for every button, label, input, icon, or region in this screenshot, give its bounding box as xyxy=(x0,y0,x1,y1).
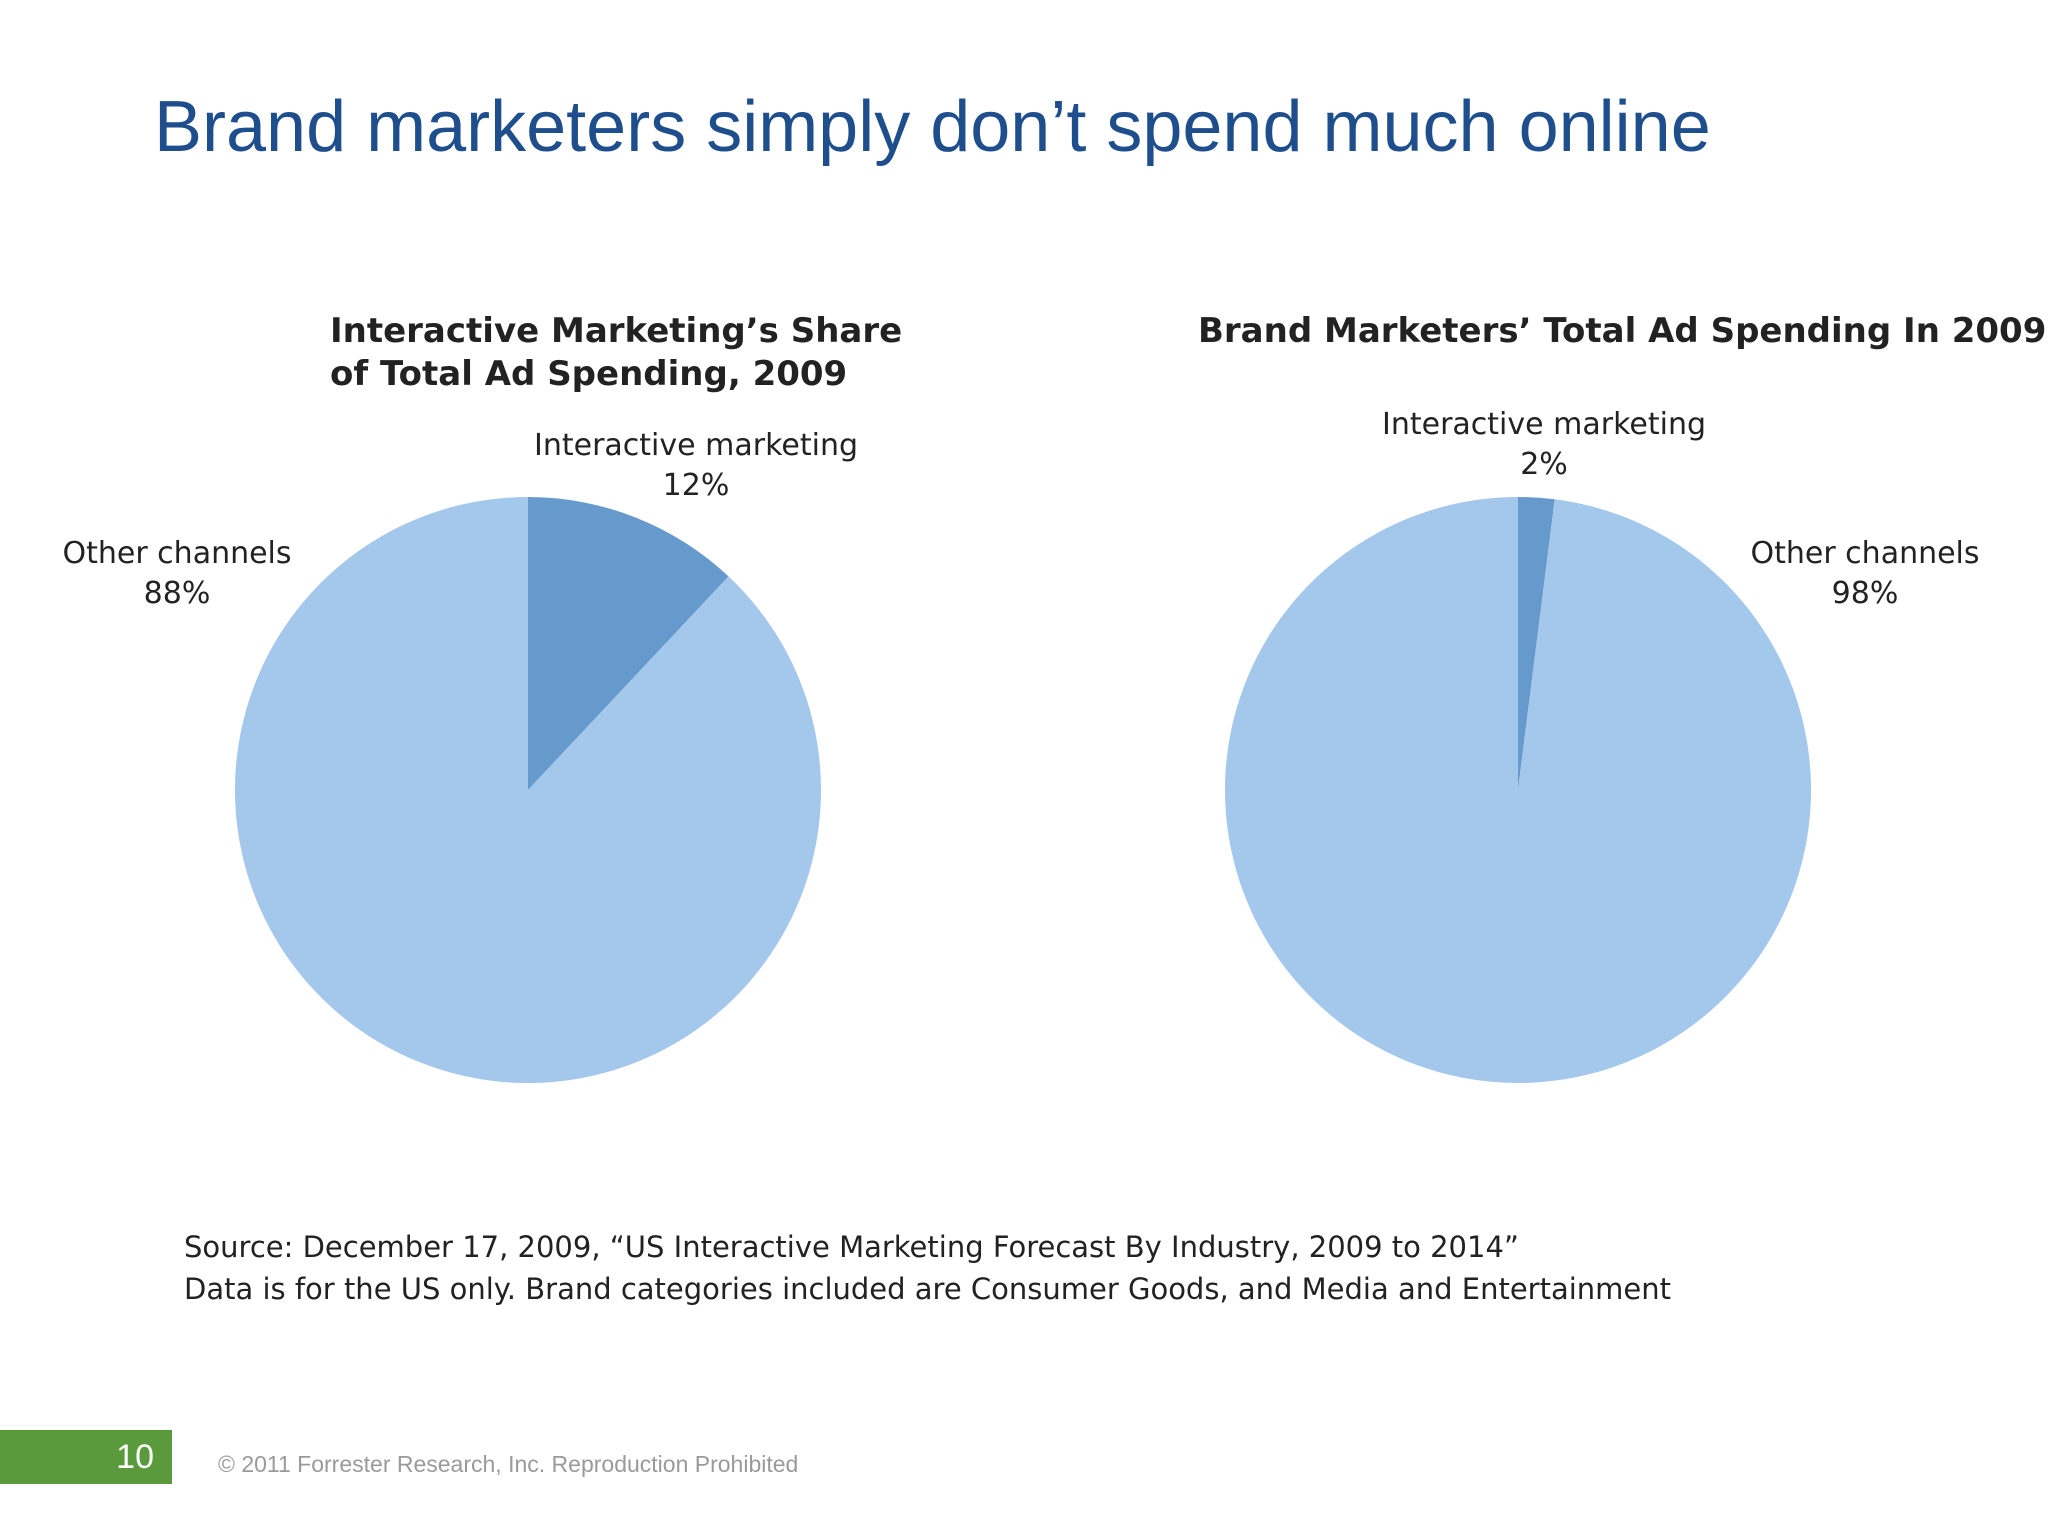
chart1-slice-other-channels xyxy=(235,497,822,1083)
chart2-label-interactive-name: Interactive marketing xyxy=(1382,407,1706,442)
chart2-title-line1: Brand Marketers’ Total Ad Spending In 20… xyxy=(1198,311,2047,351)
chart2-label-interactive-value: 2% xyxy=(1520,447,1568,482)
chart1-label-other-value: 88% xyxy=(143,576,211,611)
chart2-label-other: Other channels 98% xyxy=(1750,534,1979,614)
chart1-label-interactive: Interactive marketing 12% xyxy=(534,426,858,506)
slide-title: Brand marketers simply don’t spend much … xyxy=(154,87,1711,167)
source-note: Source: December 17, 2009, “US Interacti… xyxy=(184,1226,1671,1310)
chart2-title: Brand Marketers’ Total Ad Spending In 20… xyxy=(1198,310,2046,353)
page-number: 10 xyxy=(116,1437,154,1476)
chart1-label-other-name: Other channels xyxy=(62,536,292,571)
chart2-slice-interactive-marketing xyxy=(1518,497,1555,790)
copyright-notice: © 2011 Forrester Research, Inc. Reproduc… xyxy=(218,1451,799,1477)
page-number-badge: 10 xyxy=(0,1430,172,1484)
chart2-label-other-name: Other channels xyxy=(1750,536,1980,571)
chart1-title-line1: Interactive Marketing’s Share xyxy=(330,311,903,351)
chart1-slice-interactive-marketing xyxy=(528,497,729,790)
chart2-label-other-value: 98% xyxy=(1831,576,1899,611)
source-line-1: Source: December 17, 2009, “US Interacti… xyxy=(184,1230,1519,1264)
chart1-title-line2: of Total Ad Spending, 2009 xyxy=(330,354,848,394)
chart1-label-interactive-value: 12% xyxy=(662,468,730,503)
source-line-2: Data is for the US only. Brand categorie… xyxy=(184,1272,1672,1306)
chart2-label-interactive: Interactive marketing 2% xyxy=(1382,405,1706,485)
chart1-title: Interactive Marketing’s Share of Total A… xyxy=(330,310,902,396)
chart1-label-interactive-name: Interactive marketing xyxy=(534,428,858,463)
chart2-slice-other-channels xyxy=(1224,497,1811,1083)
chart1-label-other: Other channels 88% xyxy=(62,534,291,614)
